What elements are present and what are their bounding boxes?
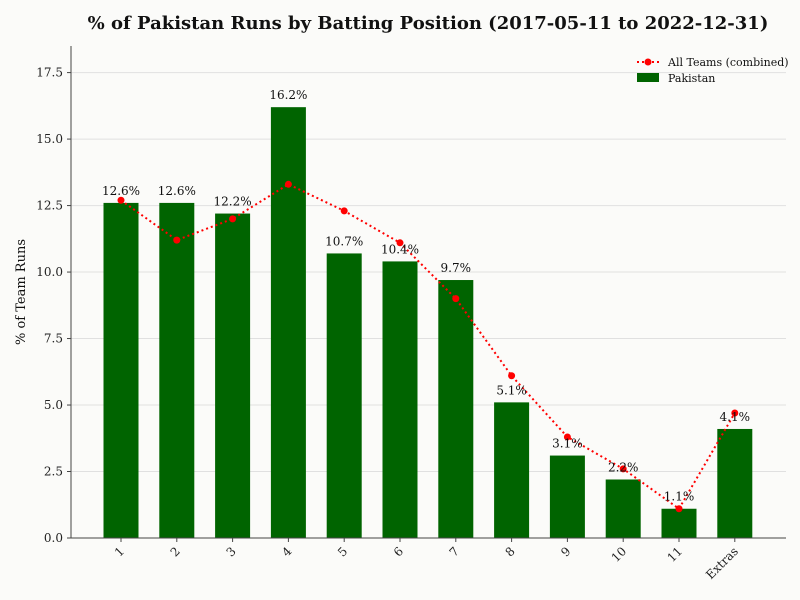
legend-line-marker: [644, 58, 652, 66]
y-tick-label: 17.5: [36, 66, 63, 80]
bar-7: [438, 280, 474, 538]
all-teams-point: [731, 409, 739, 417]
bar-value-label: 16.2%: [269, 88, 307, 102]
bar-11: [661, 508, 697, 538]
bar-value-label: 10.4%: [381, 242, 419, 256]
all-teams-point: [229, 215, 237, 223]
all-teams-point: [563, 433, 571, 441]
data-labels: 12.6% 12.6% 12.2% 16.2% 10.7% 10.4% 9.7% 5.1% 3.…: [102, 88, 750, 504]
all-teams-point: [619, 465, 627, 473]
bar-8: [494, 402, 530, 538]
bar-value-label: 12.6%: [102, 184, 140, 198]
legend-label-all-teams: All Teams (combined): [667, 56, 789, 69]
x-tick-label: 8: [502, 544, 517, 559]
all-teams-point: [117, 196, 125, 204]
all-teams-point: [396, 239, 404, 247]
bar-1: [103, 202, 139, 538]
y-tick-label: 0.0: [44, 531, 63, 545]
x-tick-label: 10: [609, 544, 630, 565]
x-tick-label: 4: [279, 544, 295, 560]
all-teams-point: [452, 295, 460, 303]
bar-value-label: 10.7%: [325, 234, 363, 248]
y-tick-label: 7.5: [44, 332, 63, 346]
x-tick-label: 3: [223, 544, 238, 559]
bar-9: [549, 455, 585, 538]
y-tick-label: 2.5: [44, 465, 63, 479]
y-tick-label: 5.0: [44, 398, 63, 412]
bar-extras: [717, 428, 753, 538]
x-tick-label: 5: [335, 544, 350, 559]
bar-value-label: 1.1%: [664, 490, 695, 504]
legend-bar-swatch: [637, 73, 659, 82]
bar-value-label: 2.2%: [608, 460, 639, 474]
bar-value-label: 12.2%: [214, 195, 252, 209]
bar-6: [382, 261, 418, 538]
bar-3: [215, 213, 251, 538]
y-axis-label: % of Team Runs: [14, 239, 29, 345]
chart-title: % of Pakistan Runs by Batting Position (…: [88, 13, 769, 34]
legend-label-pakistan: Pakistan: [668, 72, 715, 85]
all-teams-point: [508, 372, 516, 380]
line-series: [117, 180, 739, 513]
x-tick-label: 7: [447, 544, 462, 559]
y-tick-label: 15.0: [36, 132, 63, 146]
all-teams-point: [284, 180, 292, 188]
bar-value-label: 9.7%: [441, 261, 472, 275]
bars: [103, 107, 753, 538]
bar-value-label: 5.1%: [496, 383, 527, 397]
bar-value-label: 4.1%: [720, 410, 751, 424]
bar-5: [326, 253, 362, 538]
x-tick-label: 1: [112, 544, 127, 559]
bar-value-label: 12.6%: [158, 184, 196, 198]
all-teams-point: [173, 236, 181, 244]
x-tick-label: 11: [664, 544, 685, 565]
bar-2: [159, 202, 195, 538]
y-tick-label: 10.0: [36, 265, 63, 279]
x-tick-label: Extras: [703, 544, 741, 582]
x-tick-label: 6: [391, 544, 406, 559]
x-tick-label: 2: [168, 544, 183, 559]
legend: All Teams (combined) Pakistan: [637, 56, 789, 85]
all-teams-point: [340, 207, 348, 215]
all-teams-point: [675, 505, 683, 513]
y-tick-label: 12.5: [36, 199, 63, 213]
bar-value-label: 3.1%: [552, 437, 583, 451]
bar-10: [605, 479, 641, 538]
all-teams-line: [120, 183, 736, 511]
bar-4: [270, 107, 306, 538]
x-tick-label: 9: [558, 544, 573, 559]
